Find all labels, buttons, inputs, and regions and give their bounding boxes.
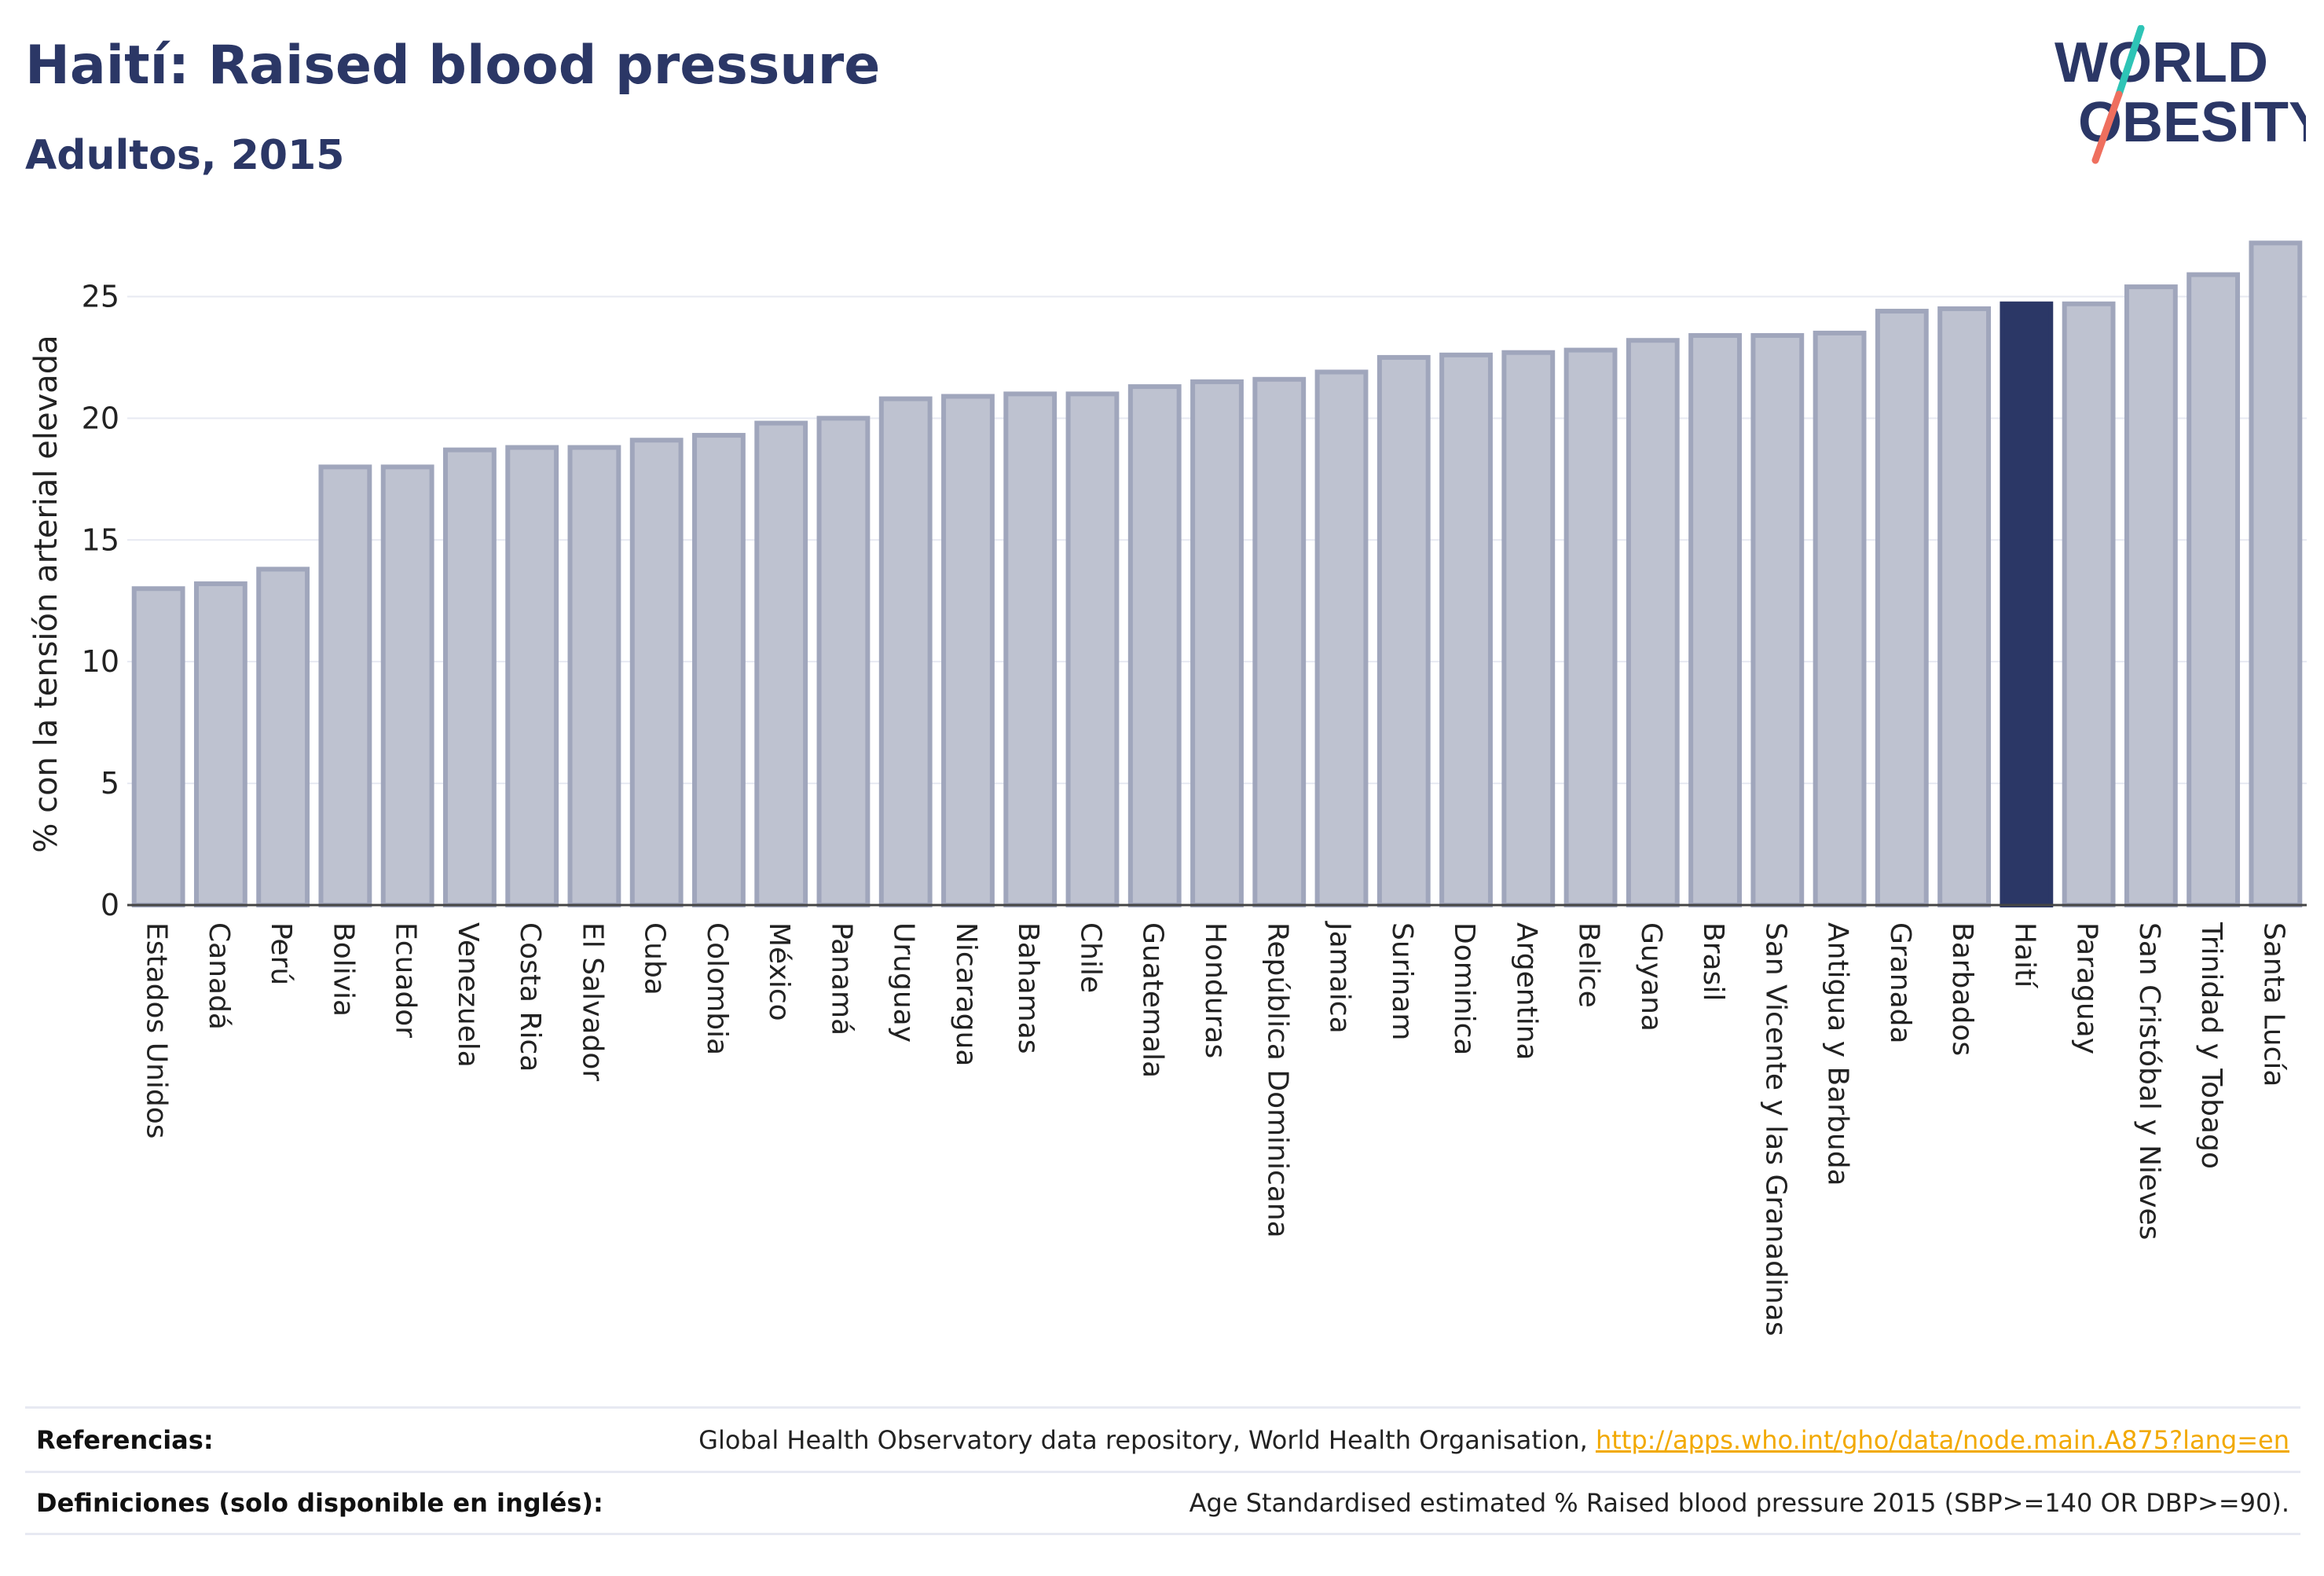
x-tick-label: Ecuador: [390, 922, 422, 1038]
references-label: Referencias:: [36, 1424, 214, 1455]
bar: [1190, 379, 1244, 907]
x-tick-label: San Cristóbal y Nieves: [2133, 922, 2165, 1240]
x-tick-label: Perú: [265, 922, 297, 985]
bar: [2062, 301, 2116, 907]
references-row: Referencias: Global Health Observatory d…: [25, 1406, 2300, 1471]
bar: [505, 445, 559, 907]
x-tick-label: Dominica: [1448, 922, 1480, 1056]
x-tick-label: Barbados: [1946, 922, 1978, 1056]
bar: [1501, 350, 1556, 908]
bar: [1314, 369, 1369, 907]
x-tick-label: Guyana: [1635, 922, 1667, 1032]
x-tick-label: Cuba: [639, 922, 671, 995]
chart-subtitle: Adultos, 2015: [25, 132, 345, 179]
y-tick-label: 15: [82, 522, 119, 557]
x-tick-label: Guatemala: [1137, 922, 1169, 1078]
bar: [567, 445, 621, 907]
bar: [256, 566, 310, 908]
y-axis-title: % con la tensión arterial elevada: [28, 335, 64, 852]
logo-slash-bottom: [2091, 90, 2123, 164]
bar: [1626, 338, 1680, 908]
x-tick-label: Canadá: [203, 922, 235, 1030]
definitions-label: Definiciones (solo disponible en inglés)…: [36, 1488, 603, 1518]
logo-line1: WORLD: [2055, 31, 2268, 94]
x-tick-label: San Vicente y las Granadinas: [1759, 922, 1791, 1336]
bar: [692, 433, 746, 907]
x-tick-label: Colombia: [701, 922, 733, 1055]
bar: [1252, 376, 1307, 907]
x-tick-label: Chile: [1074, 922, 1106, 993]
x-tick-label: El Salvador: [576, 922, 608, 1081]
x-tick-label: Paraguay: [2071, 922, 2103, 1054]
x-tick-label: Trinidad y Tobago: [2195, 922, 2227, 1169]
references-value: Global Health Observatory data repositor…: [698, 1425, 2289, 1455]
bar: [318, 464, 372, 907]
x-tick-label: Santa Lucía: [2257, 922, 2289, 1087]
definitions-row: Definiciones (solo disponible en inglés)…: [25, 1471, 2300, 1535]
bar: [443, 447, 497, 907]
x-tick-label: República Dominicana: [1261, 922, 1293, 1238]
x-tick-label: Venezuela: [452, 922, 484, 1068]
bar: [1127, 384, 1182, 907]
bar: [878, 396, 933, 907]
x-tick-label: Uruguay: [888, 922, 920, 1043]
x-tick-label: Antigua y Barbuda: [1822, 922, 1854, 1186]
bar: [2124, 284, 2178, 907]
bar: [131, 586, 185, 908]
bar: [629, 438, 684, 907]
bar: [1439, 352, 1493, 907]
bar: [380, 464, 434, 907]
y-tick-label: 10: [82, 644, 119, 679]
bar-highlighted: [2000, 301, 2054, 907]
bar: [754, 420, 808, 907]
bar: [1937, 306, 1991, 908]
x-tick-label: Jamaica: [1324, 921, 1356, 1034]
x-tick-label: Granada: [1884, 922, 1916, 1044]
definitions-text: Age Standardised estimated % Raised bloo…: [1189, 1488, 2289, 1518]
y-tick-label: 25: [82, 279, 119, 313]
bar: [941, 394, 995, 908]
x-tick-label: Bolivia: [327, 922, 359, 1017]
bar: [1003, 391, 1058, 907]
bar: [1813, 330, 1867, 908]
logo-slash-top: [2115, 25, 2145, 98]
bar: [1688, 333, 1742, 907]
x-tick-label: Argentina: [1510, 922, 1542, 1061]
x-tick-label: Belice: [1573, 922, 1605, 1008]
world-obesity-logo: WORLD OBESITY: [2055, 25, 2306, 164]
bar-chart: 0 5 10 15 20 25 % con la tensión arterial elev…: [28, 240, 2307, 1336]
bar: [2249, 240, 2303, 907]
bar: [1750, 333, 1805, 907]
bar: [1065, 391, 1120, 907]
bar: [1875, 309, 1929, 907]
x-tick-label: Brasil: [1697, 922, 1729, 1001]
x-tick-label: Estados Unidos: [141, 922, 173, 1139]
x-tick-label: Honduras: [1199, 922, 1231, 1058]
references-link[interactable]: http://apps.who.int/gho/data/node.main.A…: [1595, 1424, 2289, 1455]
x-tick-label: Costa Rica: [514, 922, 546, 1072]
x-tick-label: Surinam: [1386, 922, 1418, 1040]
bar: [193, 581, 247, 907]
references-text: Global Health Observatory data repositor…: [698, 1424, 1596, 1455]
x-tick-label: México: [763, 922, 795, 1021]
y-tick-label: 20: [82, 401, 119, 435]
bar: [1376, 354, 1431, 907]
x-tick-label: Panamá: [825, 922, 857, 1035]
x-tick-label: Haití: [2008, 922, 2040, 988]
y-tick-label: 5: [101, 766, 119, 801]
y-tick-label: 0: [101, 888, 119, 922]
x-tick-label: Bahamas: [1012, 922, 1044, 1054]
bar: [816, 416, 871, 907]
chart-title: Haití: Raised blood pressure: [25, 35, 881, 97]
x-tick-label: Nicaragua: [950, 922, 982, 1066]
bar: [1563, 347, 1618, 907]
bar: [2187, 272, 2241, 907]
